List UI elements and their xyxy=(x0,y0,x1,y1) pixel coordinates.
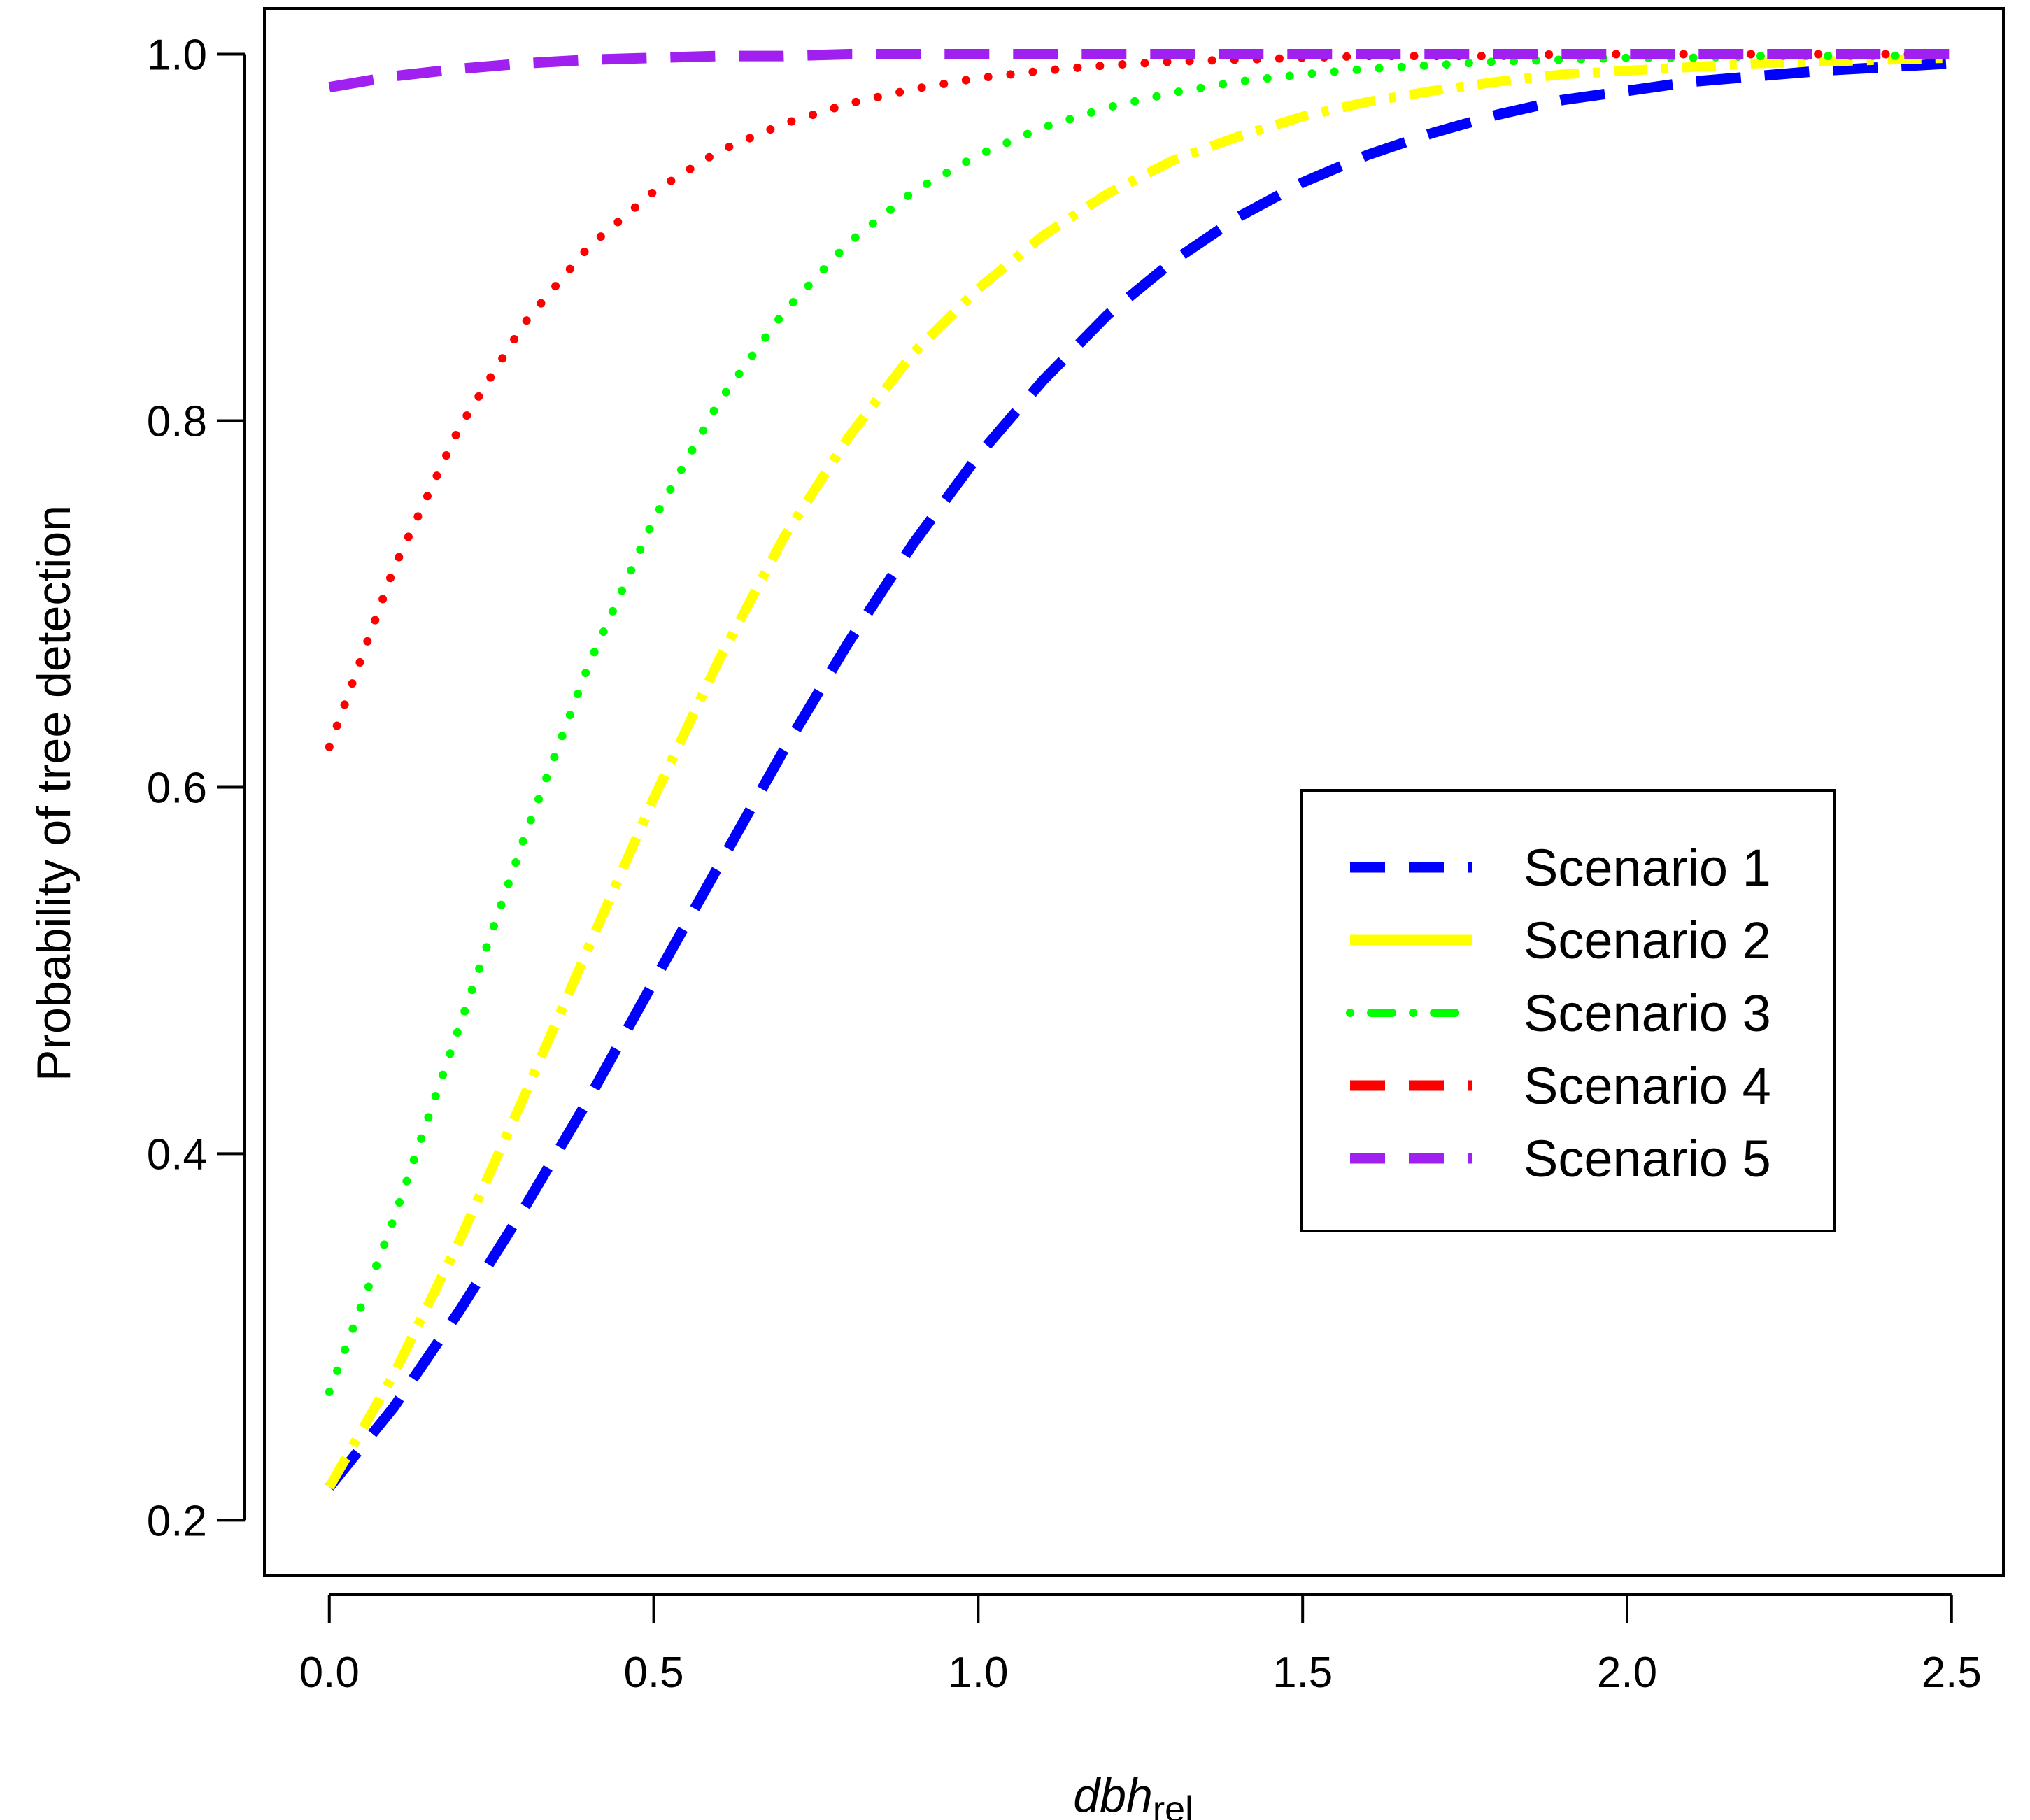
x-tick-label: 1.0 xyxy=(948,1649,1008,1697)
y-tick-label: 1.0 xyxy=(147,31,207,79)
legend-label-scenario-3: Scenario 3 xyxy=(1524,984,1771,1042)
legend: Scenario 1 Scenario 2 Scenario 3 Scenario 4… xyxy=(1300,789,1836,1232)
y-tick-label: 0.4 xyxy=(147,1130,207,1179)
series-line-scenario-2 xyxy=(325,52,1952,1490)
series-line-scenario-4 xyxy=(325,50,1956,751)
x-axis-title-subscript: rel xyxy=(1153,1789,1193,1820)
y-axis: 0.2 0.4 0.6 0.8 1.0 xyxy=(147,31,246,1545)
y-tick-label: 0.2 xyxy=(147,1497,207,1545)
plot-frame xyxy=(263,7,2005,1577)
y-tick-label: 0.8 xyxy=(147,397,207,446)
x-tick-label: 0.0 xyxy=(299,1649,360,1697)
legend-label-scenario-2: Scenario 2 xyxy=(1524,911,1771,969)
x-axis: 0.0 0.5 1.0 1.5 2.0 2.5 xyxy=(299,1593,1982,1697)
legend-label-scenario-5: Scenario 5 xyxy=(1524,1130,1771,1188)
legend-label-scenario-1: Scenario 1 xyxy=(1524,839,1771,897)
x-tick-label: 2.5 xyxy=(1922,1649,1982,1697)
y-tick-label: 0.6 xyxy=(147,764,207,812)
series-line-scenario-1 xyxy=(325,58,1952,1491)
y-axis-title: Probability of tree detection xyxy=(27,505,80,1081)
x-tick-label: 1.5 xyxy=(1272,1649,1333,1697)
legend-label-scenario-4: Scenario 4 xyxy=(1524,1057,1771,1115)
x-axis-title: dbhrel xyxy=(1073,1769,1193,1820)
x-axis-title-main: dbh xyxy=(1073,1769,1152,1820)
x-tick-label: 0.5 xyxy=(623,1649,683,1697)
x-tick-label: 2.0 xyxy=(1597,1649,1657,1697)
series-layer xyxy=(325,49,1956,1491)
